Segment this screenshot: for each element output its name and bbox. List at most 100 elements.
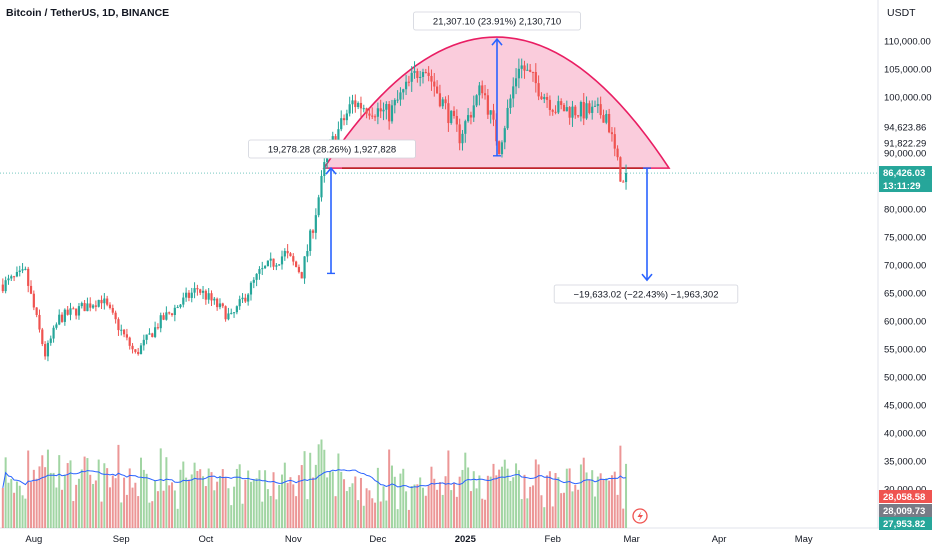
candle-body bbox=[210, 293, 213, 301]
volume-bar bbox=[517, 470, 520, 528]
candle-body bbox=[514, 78, 518, 87]
candle-body bbox=[447, 103, 450, 124]
volume-bar bbox=[49, 472, 52, 528]
candle-body bbox=[114, 312, 117, 320]
candle-body bbox=[483, 93, 487, 96]
svg-text:−19,633.02 (−22.43%) −1,963,30: −19,633.02 (−22.43%) −1,963,302 bbox=[574, 290, 719, 301]
candle-body bbox=[258, 269, 261, 274]
candle-body bbox=[461, 133, 464, 144]
volume-bar bbox=[41, 455, 44, 528]
volume-bar bbox=[30, 482, 33, 528]
volume-bar bbox=[238, 464, 241, 528]
volume-bar bbox=[331, 471, 334, 528]
volume-bar bbox=[255, 478, 258, 528]
candle-body bbox=[529, 69, 532, 72]
volume-bar bbox=[523, 474, 526, 528]
measure-arrows[interactable] bbox=[325, 37, 653, 282]
volume-bar bbox=[142, 469, 145, 528]
candle-body bbox=[69, 308, 72, 315]
candle-body bbox=[543, 96, 546, 100]
candle-body bbox=[404, 81, 408, 90]
candle-body bbox=[331, 136, 334, 141]
volume-bar bbox=[185, 477, 188, 528]
drop-arrow bbox=[641, 167, 653, 282]
candle-body bbox=[562, 104, 566, 112]
price-tick-label: 105,000.00 bbox=[884, 65, 932, 76]
volume-bar bbox=[585, 472, 588, 528]
candle-body bbox=[193, 288, 196, 293]
candle-body bbox=[235, 306, 238, 313]
volume-bar bbox=[227, 488, 230, 528]
flash-icon[interactable] bbox=[632, 508, 648, 524]
volume-bar bbox=[72, 501, 75, 528]
time-axis[interactable]: Aug Sep Oct Nov Dec 2025 Feb Mar Apr May bbox=[25, 534, 813, 545]
volume-bar bbox=[165, 457, 168, 528]
time-tick-label: Mar bbox=[623, 534, 639, 545]
measure-labels: 19,278.28 (28.26%) 1,927,828 21,307.10 (2… bbox=[248, 11, 739, 304]
volume-bar bbox=[38, 466, 41, 528]
price-tick-label: 94,623.86 bbox=[884, 123, 926, 134]
volume-bar bbox=[134, 482, 137, 528]
candle-body bbox=[523, 65, 526, 71]
volume-bar bbox=[69, 460, 72, 528]
volume-bar bbox=[80, 469, 83, 528]
svg-text:28,058.58: 28,058.58 bbox=[883, 492, 925, 503]
volume-bar bbox=[424, 495, 427, 528]
volume-bar bbox=[21, 495, 24, 528]
candle-body bbox=[111, 307, 114, 313]
candle-body bbox=[359, 102, 363, 109]
candle-body bbox=[295, 261, 298, 267]
candle-body bbox=[500, 142, 504, 155]
volume-bar bbox=[44, 467, 47, 528]
volume-bar bbox=[312, 477, 315, 528]
volume-bar bbox=[500, 466, 503, 528]
volume-bar bbox=[405, 491, 408, 528]
volume-bar bbox=[608, 480, 611, 528]
candle-body bbox=[52, 327, 55, 339]
volume-bar bbox=[461, 469, 464, 528]
candle-body bbox=[452, 110, 456, 117]
volume-bar bbox=[359, 477, 362, 528]
volume-bar bbox=[475, 488, 478, 528]
candle-body bbox=[89, 303, 92, 308]
volume-bar bbox=[108, 487, 111, 528]
candle-body bbox=[624, 173, 628, 183]
candle-body bbox=[75, 308, 78, 316]
volume-bar bbox=[292, 484, 295, 528]
volume-ma-line bbox=[2, 469, 627, 489]
volume-bar bbox=[464, 452, 467, 528]
volume-bar bbox=[159, 448, 162, 528]
candle-body bbox=[269, 258, 272, 261]
price-badges: 86,426.03 13:11:29 28,058.58 28,009.73 27,95… bbox=[632, 166, 932, 530]
price-tick-label: 100,000.00 bbox=[884, 93, 932, 104]
volume-bar bbox=[334, 496, 337, 528]
candle-body bbox=[86, 303, 89, 312]
candle-body bbox=[238, 299, 241, 307]
candle-body bbox=[371, 115, 374, 117]
candle-body bbox=[190, 292, 193, 298]
volume-pane bbox=[1, 439, 628, 528]
volume-bar bbox=[484, 499, 487, 528]
candle-body bbox=[122, 329, 126, 335]
candle-body bbox=[472, 105, 475, 118]
volume-bar bbox=[416, 484, 419, 528]
candle-body bbox=[97, 299, 100, 307]
candle-body bbox=[131, 345, 134, 350]
candle-body bbox=[207, 293, 210, 300]
volume-bar bbox=[66, 463, 69, 528]
volume-bar bbox=[306, 499, 309, 528]
price-axis[interactable]: 110,000.00 105,000.00 100,000.00 94,623.86 9… bbox=[884, 37, 932, 496]
volume-bar bbox=[433, 478, 436, 528]
candle-body bbox=[230, 312, 233, 314]
price-tick-label: 50,000.00 bbox=[884, 373, 926, 384]
candle-body bbox=[182, 297, 185, 305]
volume-bar bbox=[515, 463, 518, 528]
candle-body bbox=[464, 121, 467, 134]
volume-bar bbox=[137, 496, 140, 528]
candle-body bbox=[540, 96, 543, 100]
candle-body bbox=[436, 86, 439, 94]
volume-bar bbox=[438, 482, 441, 528]
candle-body bbox=[345, 113, 348, 121]
candle-body bbox=[602, 115, 605, 123]
